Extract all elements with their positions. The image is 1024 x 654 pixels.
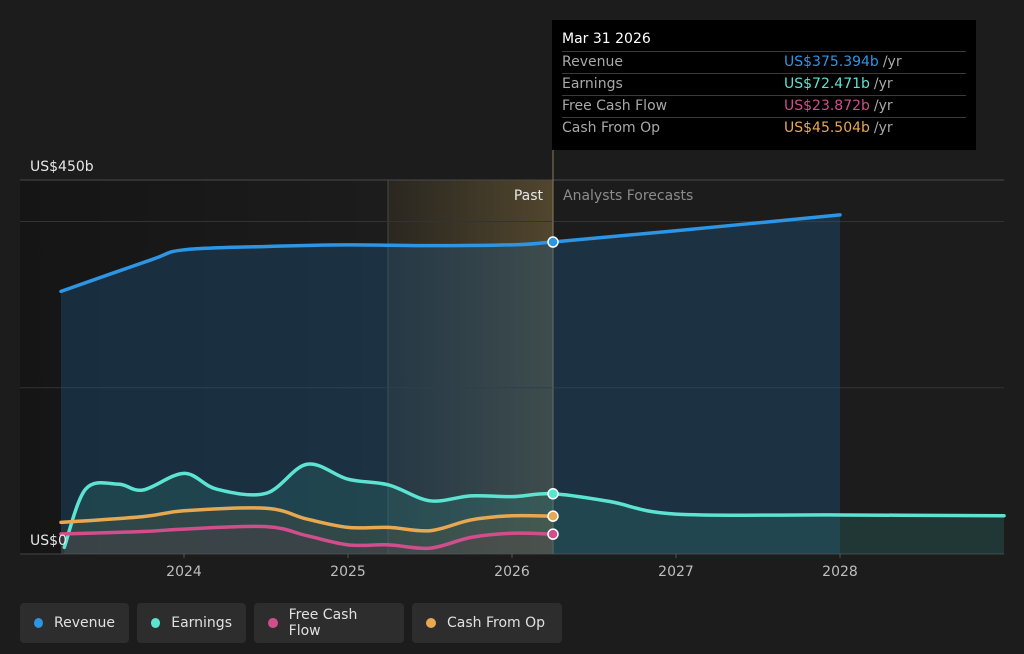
legend-dot-icon [151,618,161,628]
y-axis-bottom-label: US$0 [30,533,67,549]
legend-label: Free Cash Flow [288,607,358,639]
tooltip-value: US$23.872b [784,98,870,114]
tooltip-row-cash-from-op: Cash From Op US$45.504b /yr [562,117,966,139]
tooltip-row-earnings: Earnings US$72.471b /yr [562,73,966,95]
legend-label: Cash From Op [447,615,546,631]
tooltip-row-revenue: Revenue US$375.394b /yr [562,51,966,73]
tooltip-row-free-cash-flow: Free Cash Flow US$23.872b /yr [562,95,966,117]
tooltip-label: Cash From Op [562,120,661,136]
tooltip-unit: /yr [873,120,893,136]
x-tick-label: 2027 [658,564,694,580]
legend-label: Revenue [54,615,115,631]
marker-point-free-cash-flow [547,528,559,540]
y-axis-top-label: US$450b [30,159,94,175]
x-tick-label: 2026 [494,564,530,580]
series-area-revenue [61,214,840,554]
legend-item-revenue[interactable]: Revenue [20,603,129,643]
tooltip-label: Earnings [562,76,623,92]
series-line-revenue [59,213,842,294]
series-area-cash-from-op [61,507,553,554]
x-tick-label: 2028 [822,564,858,580]
x-tick-label: 2024 [166,564,202,580]
tooltip-value: US$375.394b [784,54,879,70]
tooltip-value: US$72.471b [784,76,870,92]
legend-item-earnings[interactable]: Earnings [137,603,246,643]
legend-item-free-cash-flow[interactable]: Free Cash Flow [254,603,404,643]
legend-dot-icon [34,618,44,628]
past-region-shade [388,180,553,554]
legend-dot-icon [268,618,278,628]
chart-tooltip: Mar 31 2026 Revenue US$375.394b /yr Earn… [552,20,976,150]
legend-item-cash-from-op[interactable]: Cash From Op [412,603,562,643]
x-tick-label: 2025 [330,564,366,580]
marker-point-earnings [547,488,559,500]
tooltip-unit: /yr [882,54,902,70]
series-line-earnings [62,462,1006,550]
legend-label: Earnings [171,615,232,631]
past-label: Past [514,188,544,204]
forecast-label: Analysts Forecasts [563,188,693,204]
marker-point-cash-from-op [547,510,559,522]
legend-dot-icon [426,618,436,628]
series-area-earnings [64,463,1004,554]
tooltip-unit: /yr [873,76,893,92]
tooltip-date: Mar 31 2026 [562,31,651,47]
past-region-fade [20,180,388,554]
tooltip-label: Revenue [562,54,623,70]
series-line-free-cash-flow [59,524,555,551]
series-area-free-cash-flow [61,526,553,554]
chart-legend: Revenue Earnings Free Cash Flow Cash Fro… [20,603,562,643]
chart-canvas: US$450b US$0 Past Analysts Forecasts 2024 202… [20,20,1006,580]
marker-point-revenue [547,236,559,248]
tooltip-value: US$45.504b [784,120,870,136]
tooltip-label: Free Cash Flow [562,98,668,114]
tooltip-unit: /yr [873,98,893,114]
series-line-cash-from-op [59,506,555,533]
